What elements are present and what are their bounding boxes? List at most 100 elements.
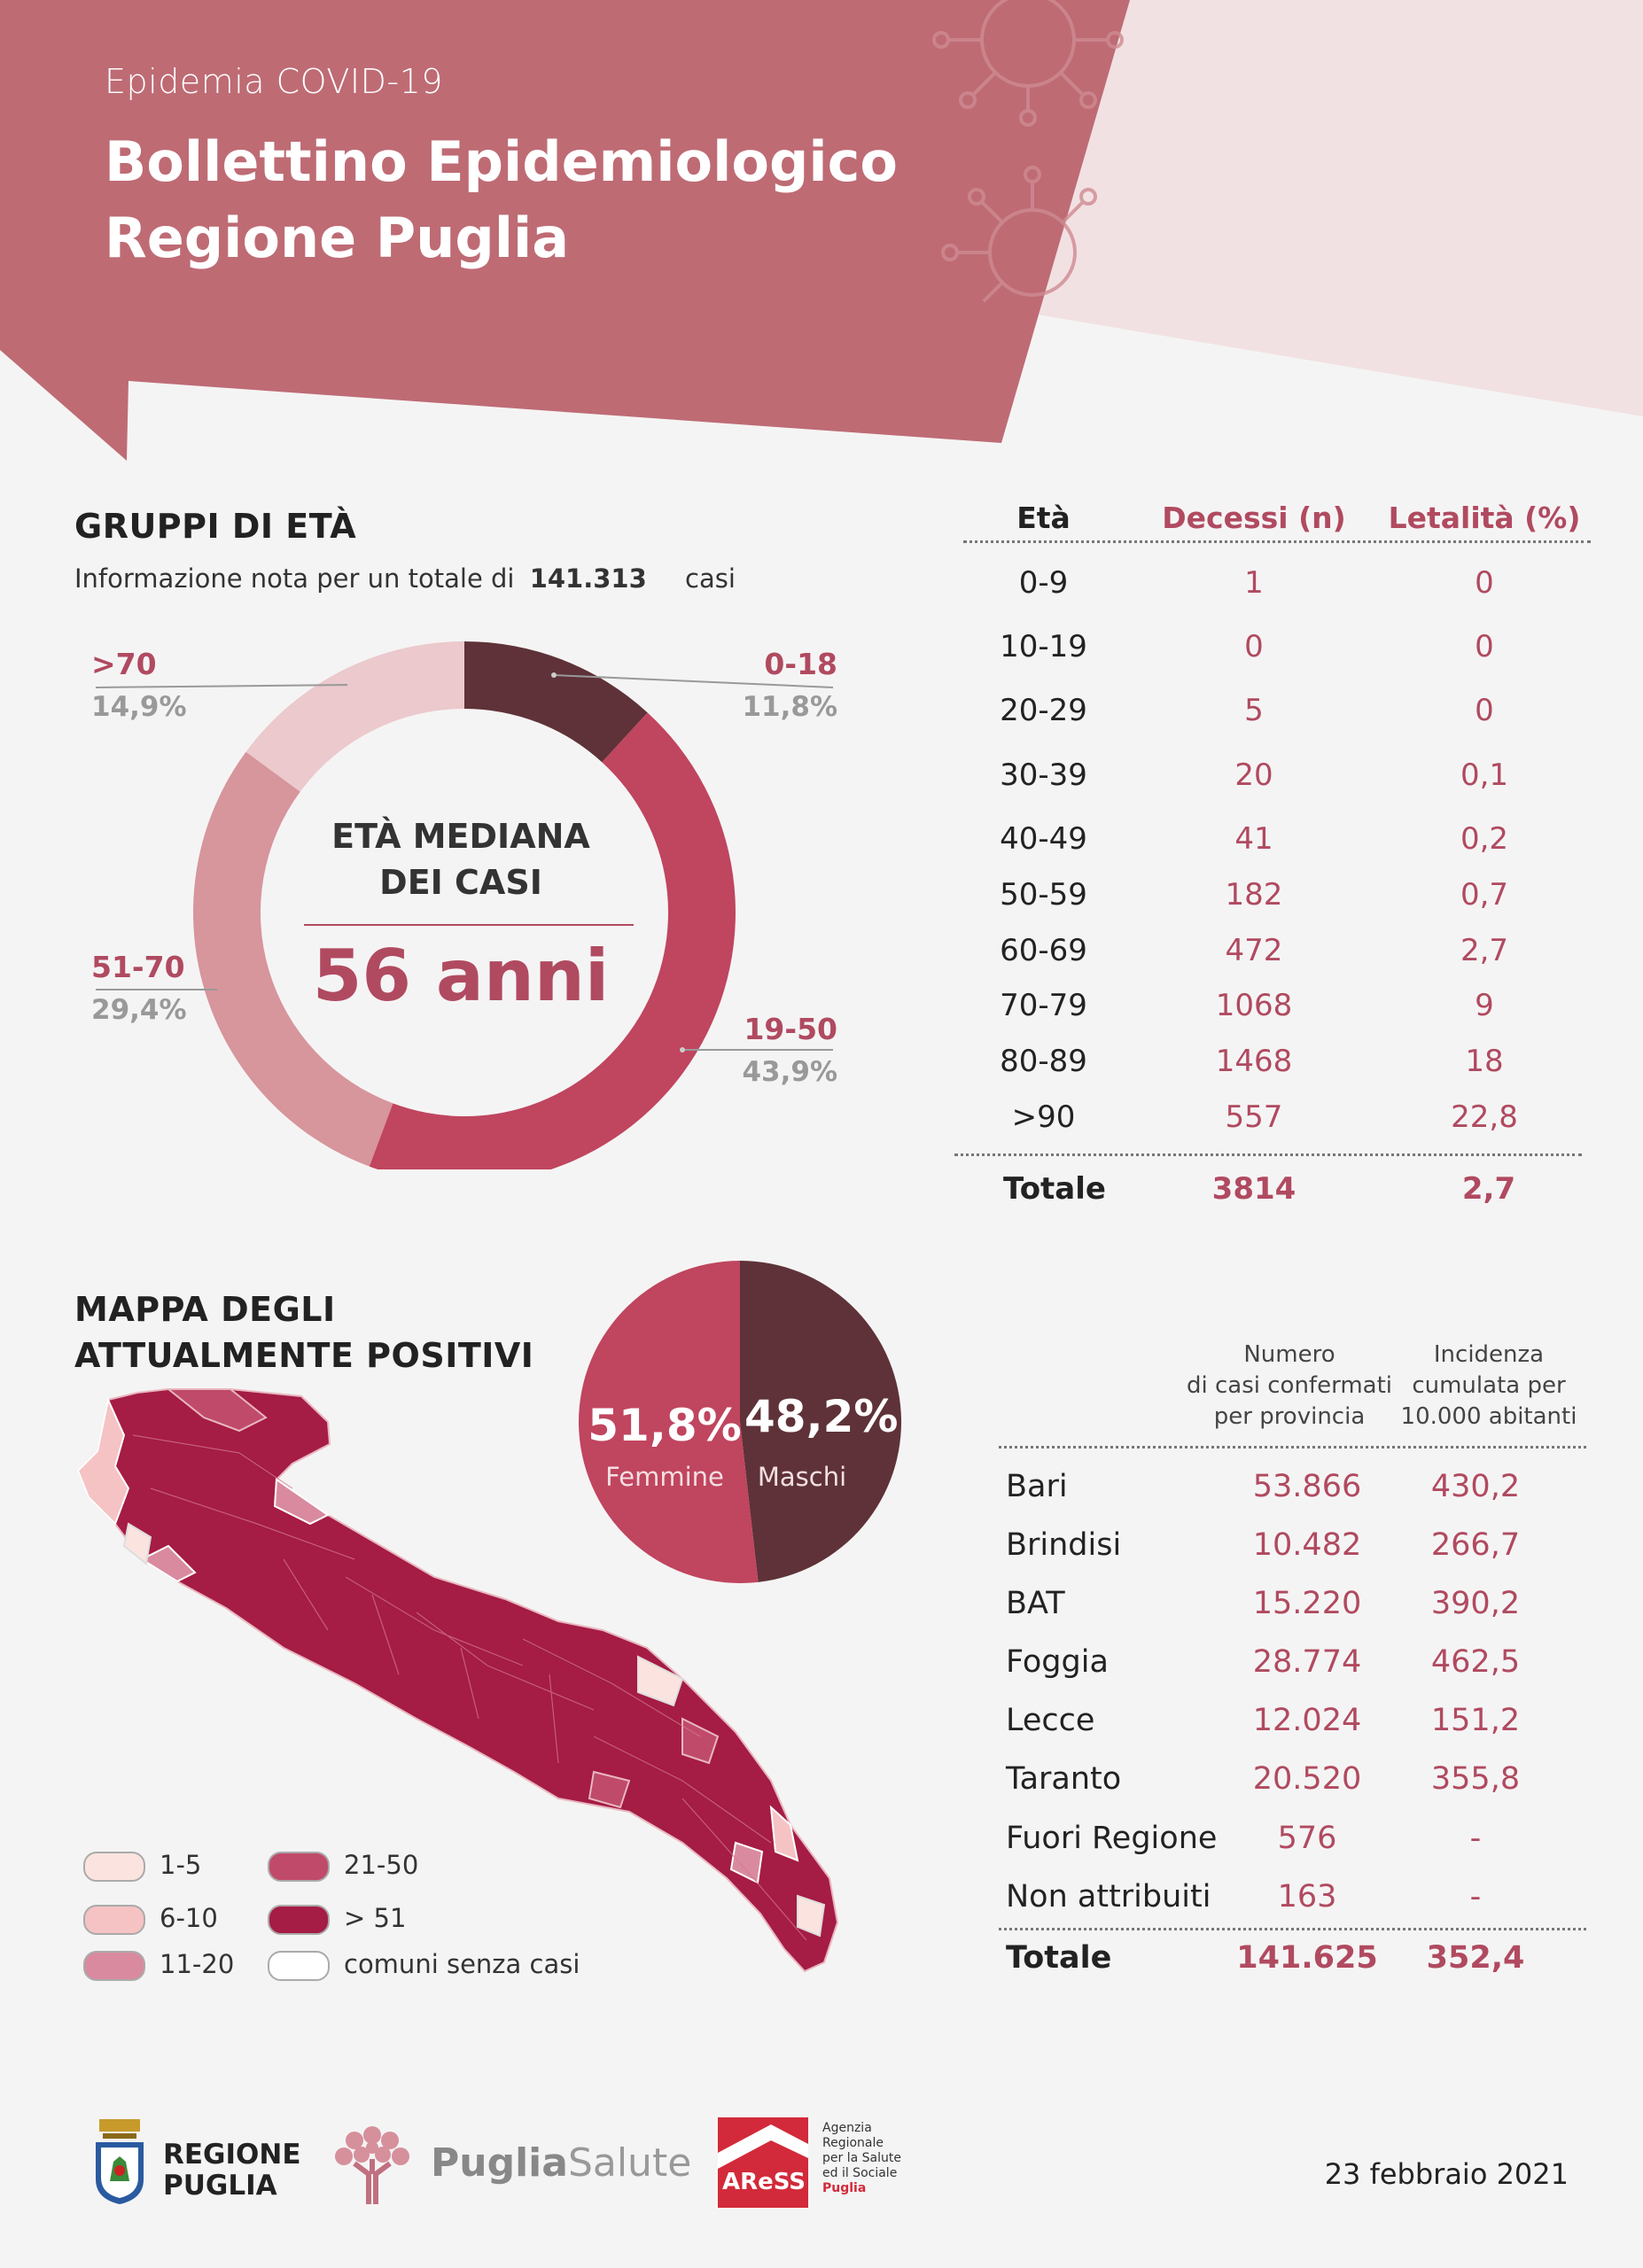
province-total-cases: 141.625	[1236, 1940, 1378, 1976]
median-age-value: 56 anni	[312, 935, 610, 1017]
mortality-lethality-cell: 0	[1475, 565, 1494, 601]
province-header-incidence-line1: Incidenza	[1433, 1341, 1545, 1368]
aress-agency-name: Agenzia Regionale per la Salute ed il So…	[822, 2121, 901, 2196]
aress-logo-text: AReSS	[721, 2169, 806, 2195]
donut-label-19-50: 19-50	[744, 1012, 837, 1046]
page-title-line2: Regione Puglia	[105, 206, 570, 270]
gender-slice-femmine	[579, 1261, 759, 1583]
legend-swatch	[83, 1905, 145, 1935]
mortality-deaths-cell: 182	[1225, 877, 1283, 913]
mortality-age-cell: 80-89	[1000, 1044, 1087, 1079]
logo-puglia-salute: PugliaSalute	[431, 2140, 691, 2186]
province-name-cell: Taranto	[1006, 1761, 1122, 1797]
donut-slice-018	[464, 641, 648, 763]
aress-text-line1: Agenzia	[822, 2121, 872, 2135]
mortality-total-label: Totale	[1003, 1171, 1106, 1207]
mortality-lethality-cell: 2,7	[1460, 933, 1509, 968]
province-total-label: Totale	[1006, 1940, 1112, 1976]
province-cases-cell: 53.866	[1252, 1469, 1362, 1504]
puglia-map	[76, 1388, 839, 1973]
mortality-age-cell: 10-19	[1000, 629, 1087, 664]
mortality-age-cell: 40-49	[1000, 821, 1087, 857]
note-suffix: casi	[685, 563, 736, 594]
note-prefix: Informazione nota per un totale di	[74, 563, 515, 594]
mortality-lethality-cell: 0,1	[1460, 757, 1509, 793]
mortality-header-deaths: Decessi (n)	[1162, 501, 1346, 535]
logo-regione-puglia: REGIONE PUGLIA	[163, 2140, 301, 2202]
province-name-cell: Foggia	[1006, 1644, 1109, 1680]
legend-swatch	[268, 1852, 330, 1882]
aress-text-line2: Regionale	[822, 2136, 884, 2150]
logo-puglia-salute-light: Salute	[567, 2140, 692, 2186]
aress-text-line3: per la Salute	[822, 2151, 901, 2165]
province-total-divider	[999, 1928, 1586, 1930]
header-background	[0, 0, 1643, 461]
mortality-deaths-cell: 1068	[1215, 988, 1293, 1023]
legend-swatch	[268, 1951, 330, 1981]
province-name-cell: Brindisi	[1006, 1527, 1122, 1563]
mortality-deaths-cell: 1468	[1215, 1044, 1293, 1079]
donut-pct-51-70: 29,4%	[91, 994, 187, 1026]
province-name-cell: Lecce	[1006, 1703, 1095, 1738]
donut-label-70plus: >70	[91, 647, 157, 681]
map-title-line2: ATTUALMENTE POSITIVI	[74, 1336, 534, 1375]
province-header-incidence-line2: cumulata per	[1412, 1372, 1566, 1399]
province-name-cell: Non attribuiti	[1006, 1879, 1211, 1915]
mortality-age-cell: >90	[1011, 1099, 1076, 1135]
mortality-age-cell: 60-69	[1000, 933, 1087, 968]
donut-pct-0-18: 11,8%	[742, 691, 837, 723]
map-title: MAPPA DEGLI ATTUALMENTE POSITIVI	[74, 1286, 533, 1379]
logo-regione-line2: PUGLIA	[163, 2170, 277, 2202]
mortality-deaths-cell: 0	[1244, 629, 1264, 664]
age-groups-note: Informazione nota per un totale di 141.3…	[74, 563, 736, 594]
puglia-salute-tree-icon	[335, 2126, 409, 2204]
donut-slice-5170	[193, 751, 393, 1167]
province-cases-cell: 15.220	[1252, 1586, 1362, 1621]
legend-swatch	[83, 1852, 145, 1882]
gender-label-female: Femmine	[605, 1462, 724, 1492]
mortality-deaths-cell: 557	[1225, 1099, 1283, 1135]
mortality-header-age: Età	[1016, 501, 1071, 535]
donut-slice-1950	[369, 712, 736, 1169]
province-total-incidence: 352,4	[1426, 1940, 1525, 1976]
legend-label: comuni senza casi	[344, 1949, 580, 1979]
donut-pct-70plus: 14,9%	[91, 691, 187, 723]
mortality-total-lethality: 2,7	[1461, 1171, 1516, 1207]
page-title: Bollettino Epidemiologico Regione Puglia	[105, 124, 898, 276]
province-cases-cell: 163	[1277, 1879, 1337, 1915]
legend-swatch	[83, 1951, 145, 1981]
donut-label-0-18: 0-18	[764, 647, 837, 681]
note-total: 141.313	[529, 563, 647, 594]
donut-pct-19-50: 43,9%	[742, 1056, 837, 1088]
mortality-age-cell: 20-29	[1000, 693, 1087, 728]
mortality-age-cell: 30-39	[1000, 757, 1087, 793]
mortality-deaths-cell: 472	[1225, 933, 1283, 968]
province-header-cases-line1: Numero	[1243, 1341, 1335, 1368]
province-cases-cell: 12.024	[1252, 1703, 1362, 1738]
province-cases-cell: 20.520	[1252, 1761, 1362, 1797]
mortality-age-cell: 0-9	[1018, 565, 1069, 601]
logo-regione-line1: REGIONE	[163, 2139, 301, 2171]
province-incidence-cell: 151,2	[1430, 1703, 1521, 1738]
aress-text-line4: ed il Sociale	[822, 2166, 898, 2180]
gender-pct-female: 51,8%	[588, 1400, 742, 1451]
mortality-header-lethality: Letalità (%)	[1388, 501, 1581, 535]
mortality-total-deaths: 3814	[1211, 1171, 1296, 1207]
province-name-cell: Bari	[1006, 1469, 1068, 1504]
gender-label-male: Maschi	[757, 1462, 847, 1492]
report-date: 23 febbraio 2021	[1324, 2157, 1569, 2191]
province-incidence-cell: 430,2	[1430, 1469, 1521, 1504]
mortality-deaths-cell: 1	[1244, 565, 1264, 601]
median-label-line1: ETÀ MEDIANA	[331, 817, 590, 856]
aress-text-line5: Puglia	[822, 2181, 867, 2195]
map-title-line1: MAPPA DEGLI	[74, 1290, 336, 1329]
gender-pie-chart	[579, 1261, 901, 1583]
province-name-cell: BAT	[1006, 1586, 1065, 1621]
header-subtitle: Epidemia COVID-19	[105, 62, 443, 101]
mortality-lethality-cell: 9	[1475, 988, 1494, 1023]
province-incidence-cell: -	[1469, 1821, 1482, 1856]
mortality-deaths-cell: 41	[1234, 821, 1273, 857]
province-cases-cell: 28.774	[1252, 1644, 1362, 1680]
province-cases-cell: 10.482	[1252, 1527, 1362, 1563]
legend-label: > 51	[344, 1903, 407, 1933]
